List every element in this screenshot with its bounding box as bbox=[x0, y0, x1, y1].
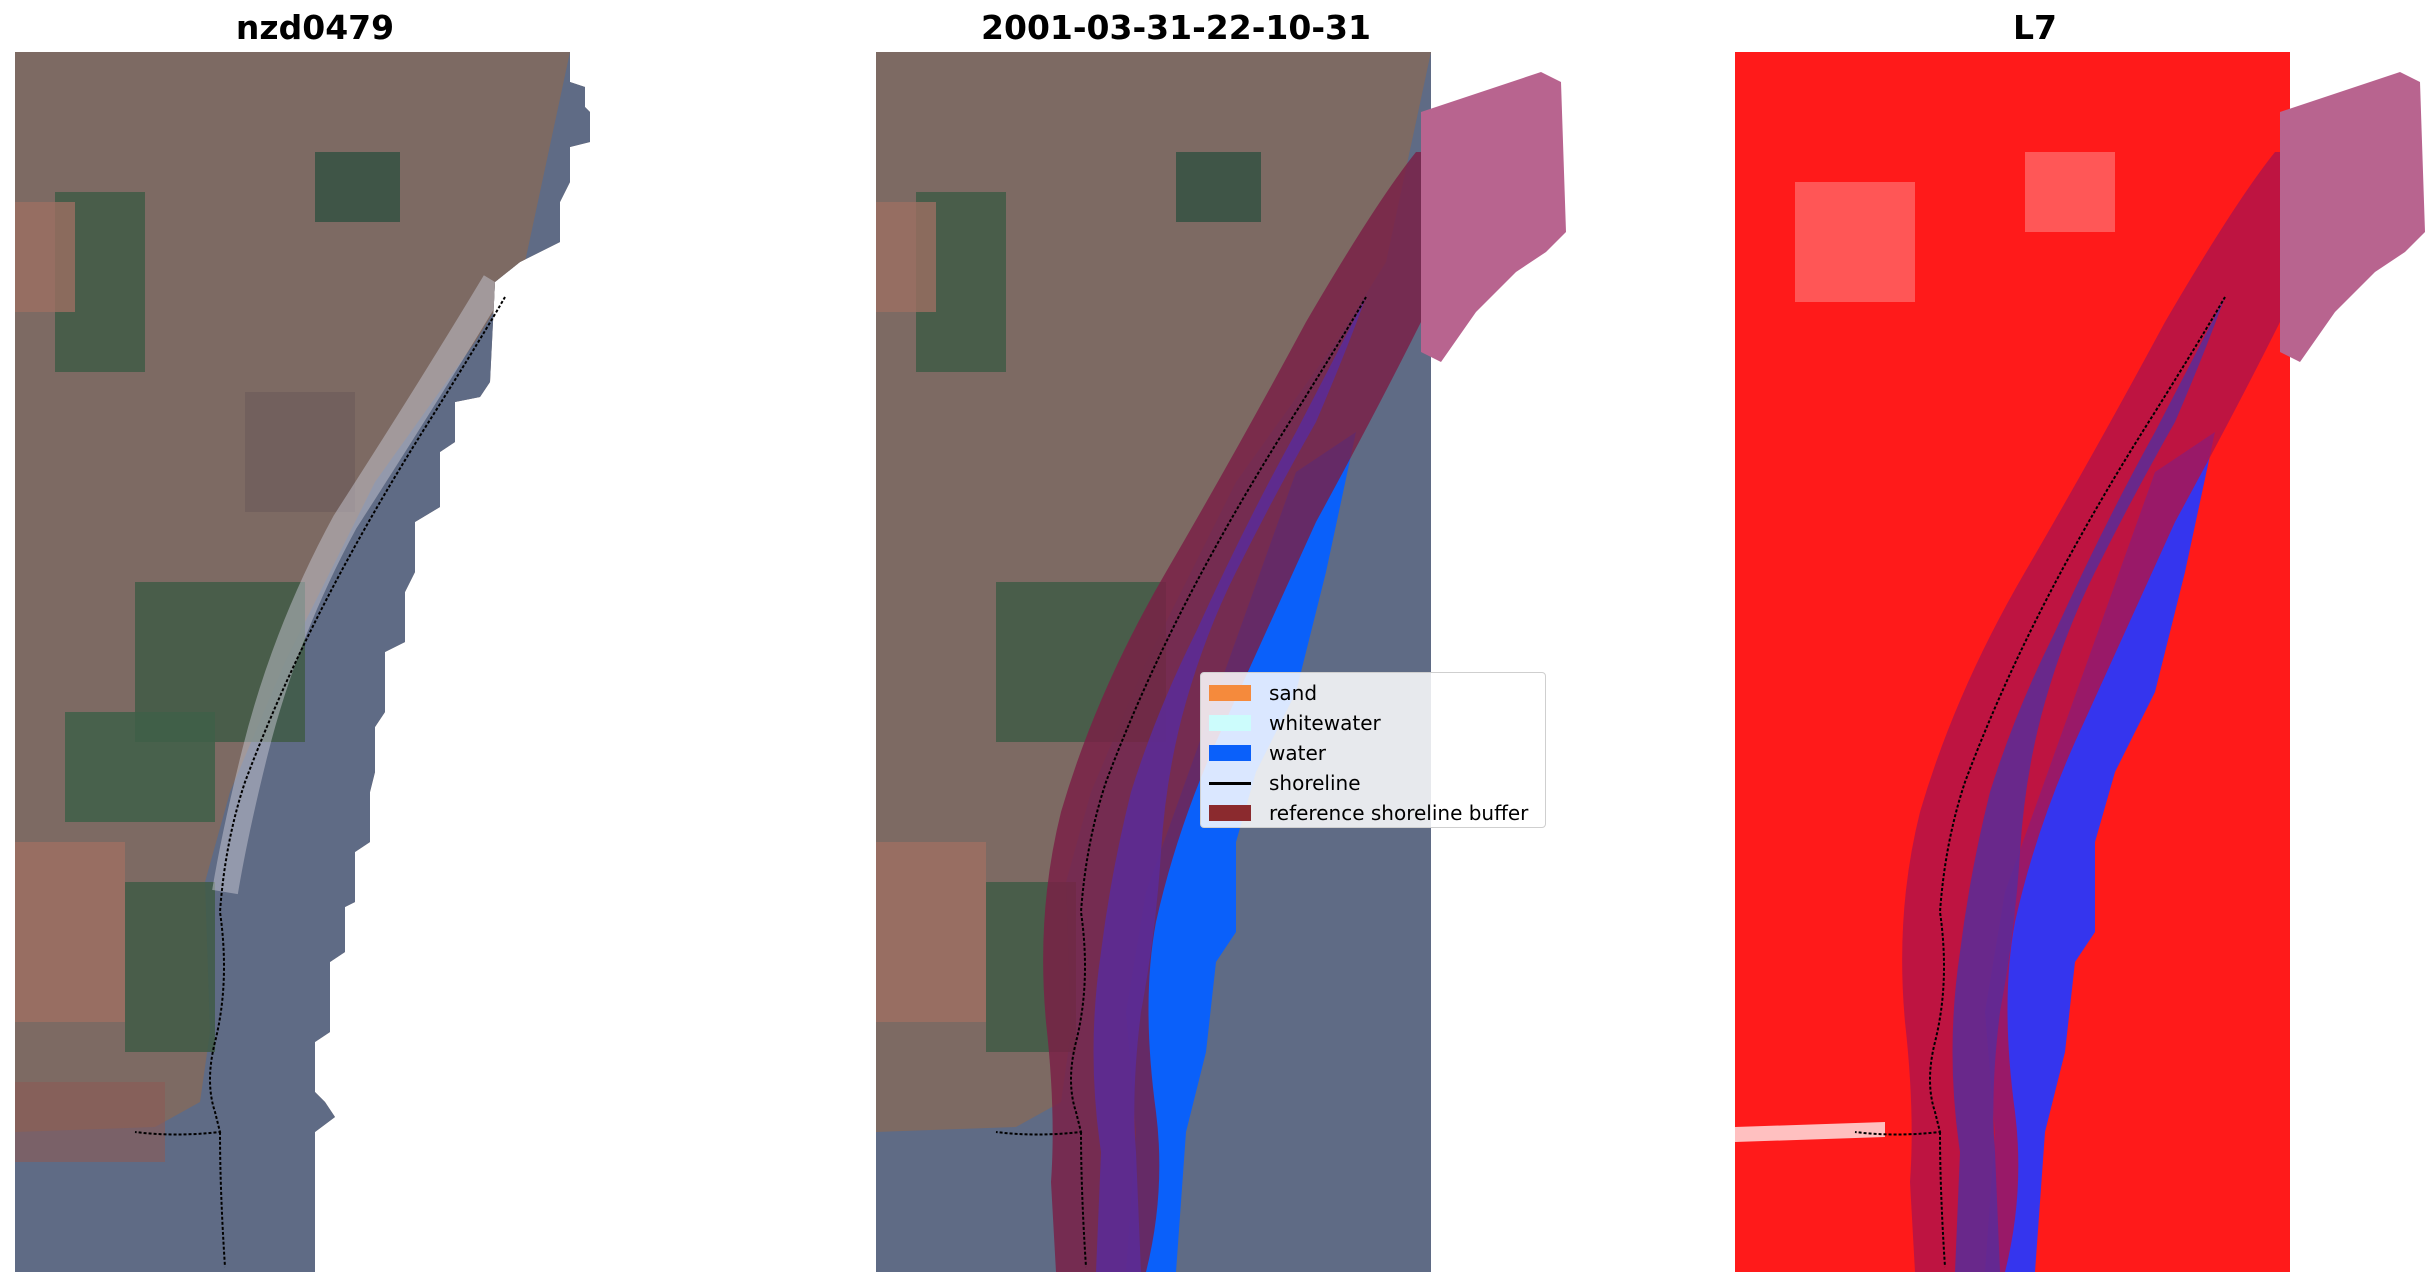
water-swatch bbox=[1209, 745, 1251, 761]
nearshore-region bbox=[1952, 297, 2225, 1272]
legend-item-whitewater: whitewater bbox=[1209, 708, 1537, 738]
rgb-satellite-image bbox=[15, 52, 590, 1272]
legend-item-shoreline: shoreline bbox=[1209, 768, 1537, 798]
legend-label: sand bbox=[1269, 681, 1318, 705]
sand-class-region bbox=[1093, 297, 1366, 1272]
sand-swatch bbox=[1209, 685, 1251, 701]
whitewater-swatch bbox=[1209, 715, 1251, 731]
panel-title-rgb: nzd0479 bbox=[235, 8, 395, 47]
shoreline-line bbox=[1854, 296, 2226, 1268]
legend-label: water bbox=[1269, 741, 1326, 765]
l7-image bbox=[1735, 52, 2425, 1272]
water-class-region bbox=[1126, 432, 1356, 1272]
legend: sand whitewater water shoreline referenc… bbox=[1200, 672, 1546, 828]
legend-label: whitewater bbox=[1269, 711, 1381, 735]
panel-title-l7: L7 bbox=[2013, 8, 2057, 47]
panel-title-classified: 2001-03-31-22-10-31 bbox=[981, 8, 1371, 47]
legend-item-water: water bbox=[1209, 738, 1537, 768]
legend-label: reference shoreline buffer bbox=[1269, 801, 1529, 825]
buffer-swatch bbox=[1209, 805, 1251, 821]
legend-item-buffer: reference shoreline buffer bbox=[1209, 798, 1537, 828]
buffer-offshore-segment bbox=[2280, 72, 2425, 362]
classified-image bbox=[876, 52, 1566, 1272]
legend-label: shoreline bbox=[1269, 771, 1361, 795]
buffer-offshore-segment bbox=[1421, 72, 1566, 362]
legend-item-sand: sand bbox=[1209, 678, 1537, 708]
shoreline-swatch bbox=[1209, 781, 1251, 785]
shoreline-line bbox=[134, 296, 506, 1268]
water-region bbox=[1985, 432, 2215, 1272]
shoreline-line bbox=[995, 296, 1367, 1268]
